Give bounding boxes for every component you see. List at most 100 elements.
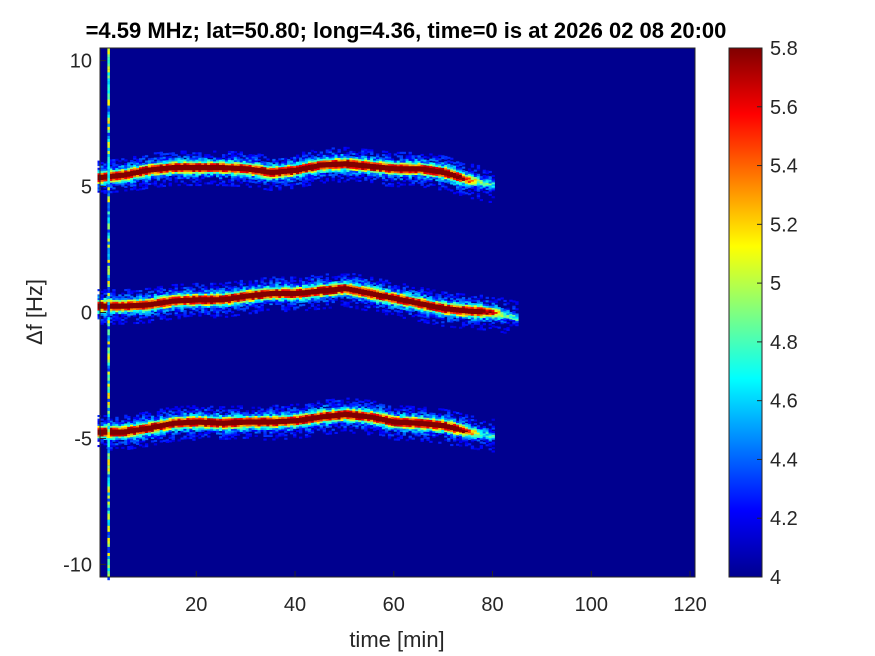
series-2-cell [159,303,163,306]
series-2-cell [500,320,504,323]
series-2-cell [328,292,332,295]
series-1-cell [281,161,285,164]
series-2-cell [331,301,335,304]
series-1-cell [361,153,365,156]
series-1-cell [384,157,389,160]
series-1-cell [287,178,291,181]
series-2-cell [293,285,297,288]
series-1-cell [325,149,329,152]
series-2-cell [287,302,291,305]
series-2-cell [147,287,152,290]
series-2-cell [376,290,380,293]
series-2-cell [438,311,442,314]
series-2-cell [464,302,469,305]
series-2-cell [147,300,152,303]
series-2-cell [334,281,338,284]
series-2-cell [497,317,501,320]
series-2-cell [254,292,258,295]
series-1-cell [100,176,104,179]
series-2-cell [420,288,424,291]
series-2-cell [219,300,223,303]
series-1-cell [343,159,347,162]
series-1-cell [100,169,104,172]
series-2-cell [213,311,217,314]
series-2-cell [293,287,297,290]
series-2-cell [174,310,178,313]
series-1-cell [293,167,297,170]
series-2-cell [127,292,131,295]
series-2-cell [162,301,166,304]
series-3-cell [272,411,276,414]
series-3-cell [239,421,243,424]
series-1-cell [142,157,146,160]
series-1-cell [423,179,427,182]
series-2-cell [450,301,454,304]
series-2-cell [390,303,395,306]
series-2-cell [464,300,469,303]
series-1-cell [325,158,329,161]
series-2-cell [254,288,258,291]
series-1-cell [476,187,481,190]
series-1-cell [470,172,475,175]
series-2-cell [115,296,119,299]
series-2-cell [219,305,223,308]
series-3-cell [142,426,146,429]
series-1-cell [236,156,241,159]
series-2-cell [402,290,406,293]
series-2-cell [503,319,507,322]
series-2-cell [393,288,398,291]
series-2-cell [316,295,321,298]
series-3-cell [242,412,246,415]
series-1-cell [156,157,161,160]
series-1-cell [127,180,131,183]
series-1-cell [461,186,466,189]
series-2-cell [207,303,211,306]
series-2-cell [213,286,217,289]
series-1-cell [115,179,119,182]
series-3-cell [236,410,241,413]
series-2-cell [435,307,439,310]
series-2-cell [322,296,326,299]
series-2-cell [183,309,187,312]
series-1-cell [429,153,433,156]
series-1-cell [319,179,323,182]
series-3-cell [207,430,211,433]
series-1-cell [109,187,113,190]
series-1-cell [133,178,137,181]
series-1-cell [269,187,273,190]
series-3-cell [195,412,199,415]
series-1-cell [420,153,424,156]
series-2-cell [290,294,294,297]
series-2-cell [450,311,454,314]
series-2-cell [497,326,501,329]
series-1-cell [296,174,300,177]
series-1-cell [331,163,335,166]
series-3-cell [263,420,267,423]
series-2-cell [183,313,187,316]
series-2-cell [272,297,276,300]
series-2-cell [275,294,279,297]
series-1-cell [186,159,190,162]
series-2-cell [180,290,184,293]
series-2-cell [189,302,193,305]
series-3-cell [159,419,163,422]
series-2-cell [299,281,303,284]
series-1-cell [322,172,326,175]
series-2-cell [144,293,149,296]
series-1-cell [233,184,238,187]
series-2-cell [456,301,460,304]
series-3-cell [147,423,152,426]
series-2-cell [150,290,155,293]
series-2-cell [266,299,270,302]
series-3-cell [263,413,267,416]
series-1-cell [352,159,356,162]
series-3-cell [183,412,187,415]
series-1-cell [284,177,288,180]
series-3-cell [239,405,243,408]
series-3-cell [121,436,125,439]
series-2-cell [399,293,403,296]
series-1-cell [373,167,377,170]
series-1-cell [337,159,341,162]
series-1-cell [307,164,312,167]
series-3-cell [171,413,175,416]
